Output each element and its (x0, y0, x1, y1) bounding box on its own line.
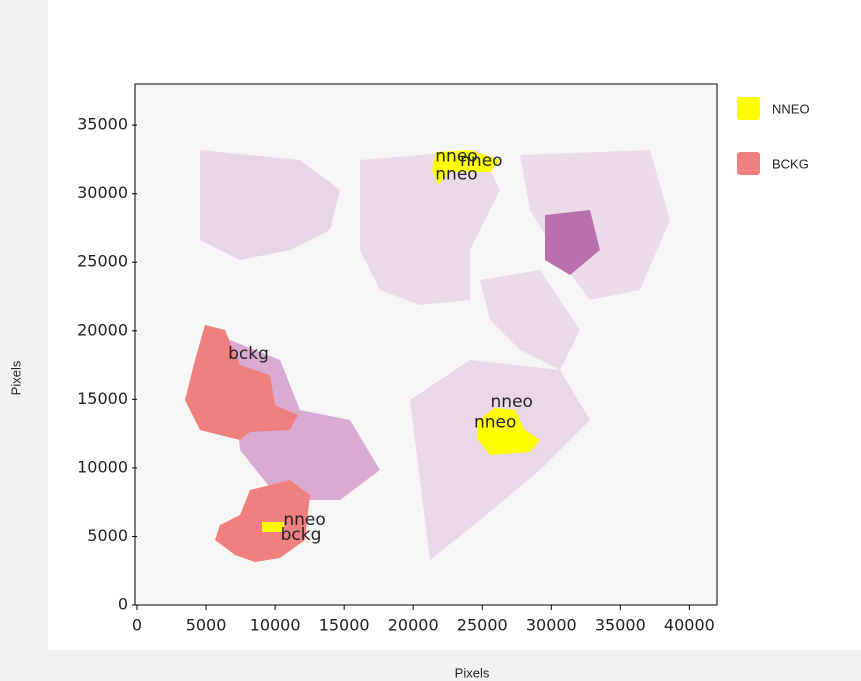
y-tick-label: 35000 (77, 115, 128, 134)
x-tick-label: 25000 (457, 616, 508, 635)
annotation: bckg (281, 525, 322, 545)
x-tick-label: 0 (132, 616, 142, 635)
y-tick-label: 0 (118, 595, 128, 614)
legend-label: BCKG (772, 156, 809, 171)
annotation: nneo (474, 413, 516, 433)
x-tick-label: 35000 (595, 616, 646, 635)
y-axis-label: Pixels (8, 360, 23, 395)
y-tick-label: 15000 (77, 389, 128, 408)
legend-label: NNEO (772, 101, 810, 116)
x-tick-label: 5000 (186, 616, 227, 635)
x-tick-label: 15000 (319, 616, 370, 635)
screen: Pixels Pixels NNEO BCKG 0 5000 10000 15000 2… (0, 0, 861, 681)
x-tick-label: 30000 (526, 616, 577, 635)
annotation: nneo (435, 164, 477, 184)
y-tick-label: 25000 (77, 252, 128, 271)
x-tick-label: 40000 (664, 616, 715, 635)
x-tick-label: 10000 (250, 616, 301, 635)
y-tick-label: 30000 (77, 183, 128, 202)
y-tick-label: 20000 (77, 320, 128, 339)
annotation: bckg (228, 344, 269, 364)
y-tick-label: 10000 (77, 457, 128, 476)
slide-image (135, 84, 717, 605)
x-tick-label: 20000 (388, 616, 439, 635)
y-tick-label: 5000 (87, 526, 128, 545)
legend-swatch (737, 152, 760, 175)
legend-swatch (737, 97, 760, 120)
annotation: nneo (491, 392, 533, 412)
x-axis-label: Pixels (455, 665, 490, 680)
